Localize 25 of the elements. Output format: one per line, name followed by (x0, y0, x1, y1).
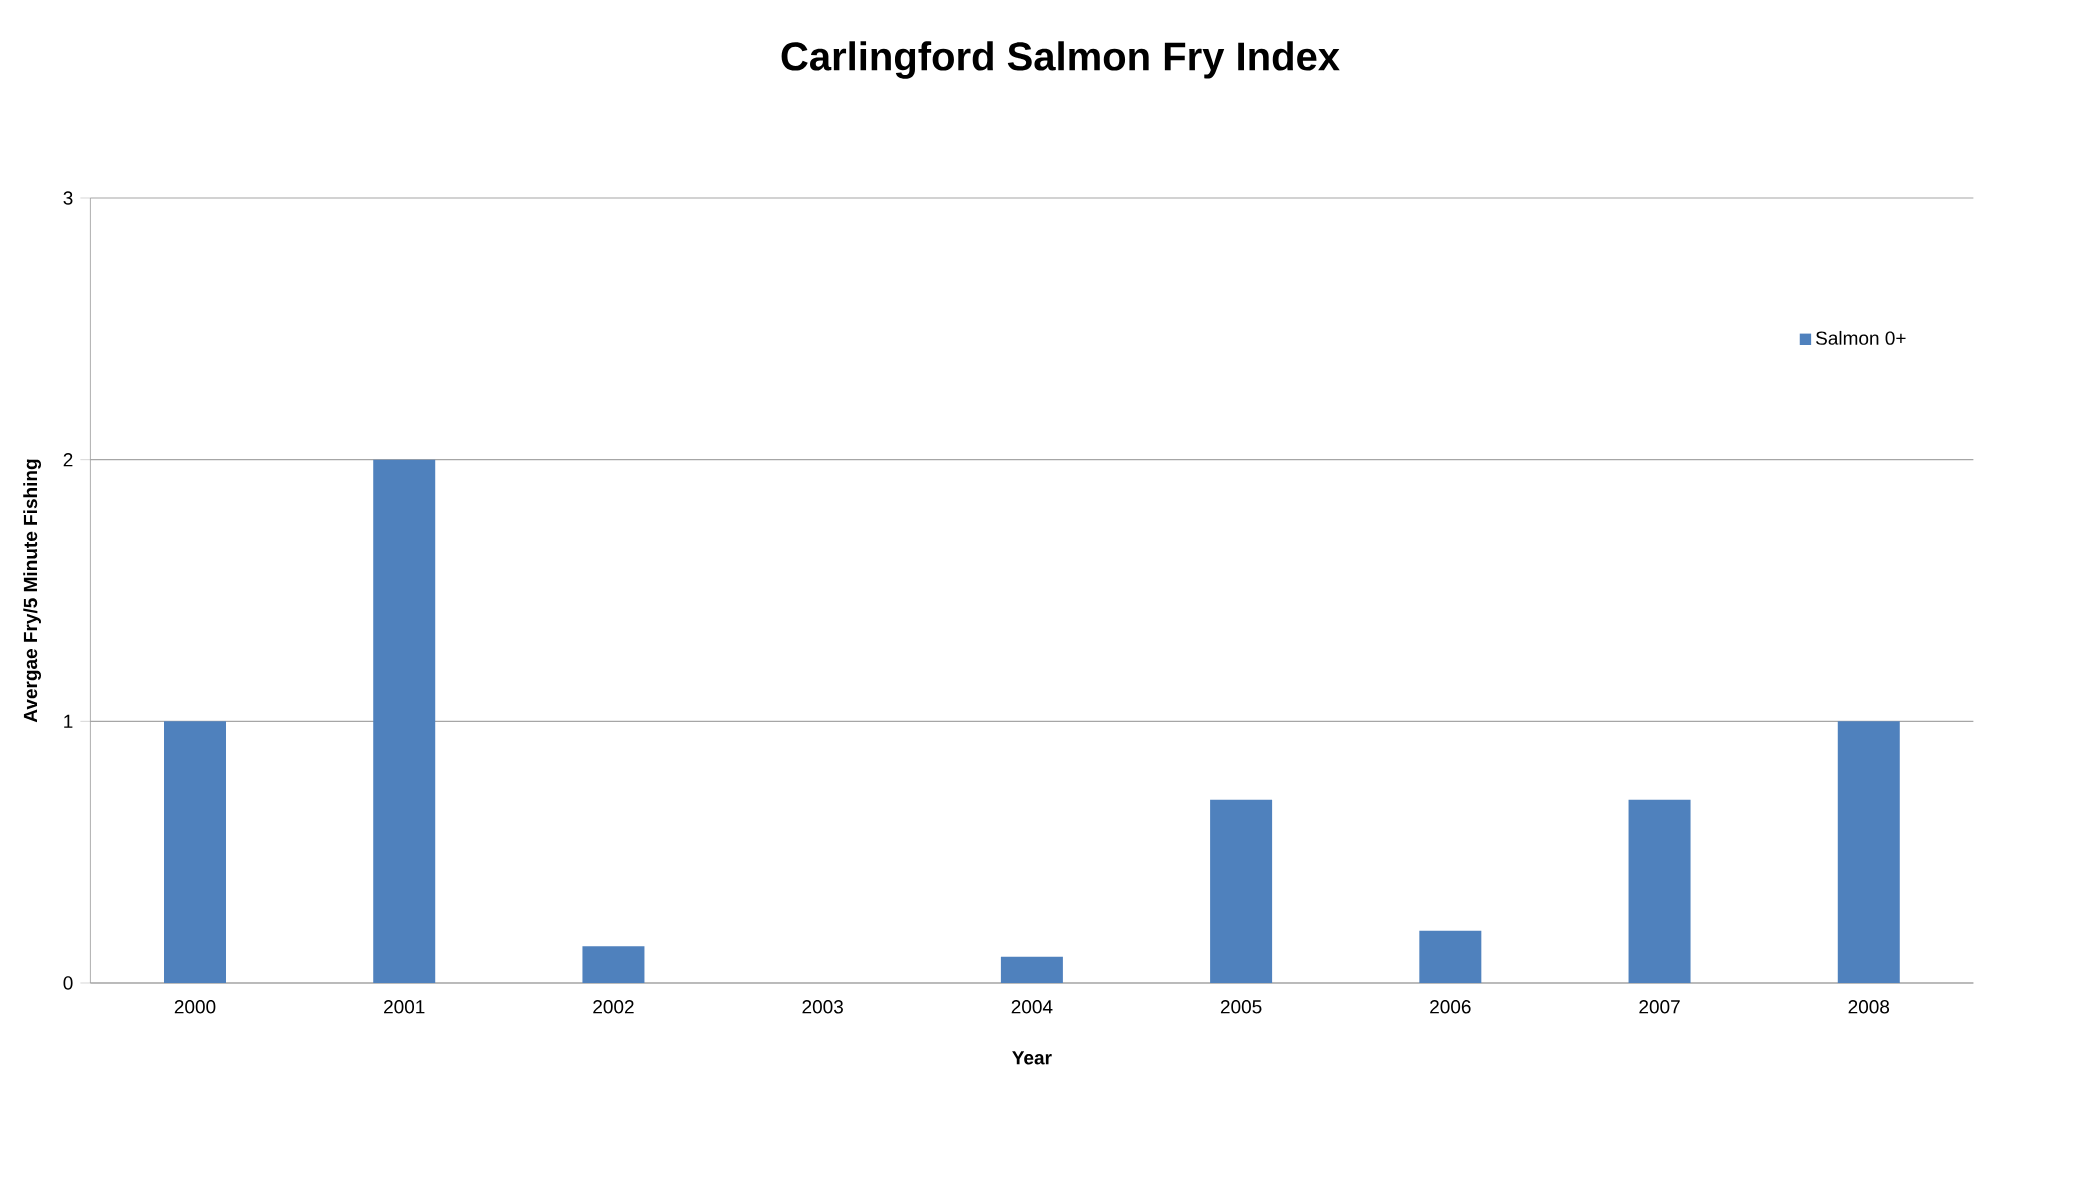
y-axis-title: Avergae Fry/5 Minute Fishing (23, 459, 42, 723)
x-tick-label: 2002 (593, 1000, 634, 1014)
x-tick-label: 2005 (1220, 1000, 1262, 1014)
bar (373, 459, 436, 983)
y-tick-label: 2 (63, 453, 73, 467)
x-tick-label: 2007 (1639, 1000, 1680, 1014)
x-tick-label: 2000 (174, 1000, 216, 1014)
x-axis-title: Year (1012, 1051, 1052, 1065)
y-tick-label: 3 (63, 191, 73, 205)
x-tick-label: 2008 (1848, 1000, 1890, 1014)
chart-title: Carlingford Salmon Fry Index (781, 41, 1340, 79)
bar (1628, 799, 1691, 983)
bar (1210, 799, 1273, 983)
x-tick-label: 2004 (1011, 1000, 1053, 1014)
bar (164, 721, 226, 983)
x-tick-label: 2006 (1430, 1000, 1471, 1014)
bar (1000, 956, 1063, 983)
bar (1419, 930, 1482, 983)
bar (1837, 721, 1900, 983)
bar (582, 946, 645, 983)
y-tick-label: 1 (64, 714, 73, 728)
x-tick-label: 2003 (802, 1000, 843, 1014)
x-tick-label: 2001 (384, 1000, 425, 1014)
legend-label: Salmon 0+ (1816, 330, 1906, 345)
y-tick-label: 0 (63, 976, 73, 990)
